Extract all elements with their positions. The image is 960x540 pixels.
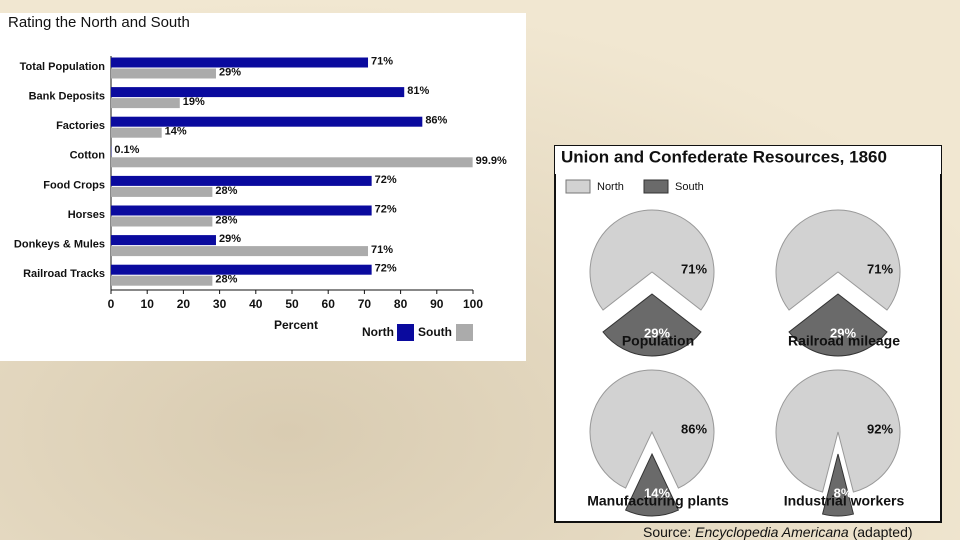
x-tick-label: 20 [177, 297, 191, 311]
value-label: 86% [681, 421, 707, 436]
legend-swatch [643, 179, 669, 194]
pie-slice [775, 209, 901, 311]
source-work: Encyclopedia Americana [695, 524, 849, 540]
value-label: 29% [830, 325, 856, 340]
x-tick-label: 40 [249, 297, 263, 311]
legend-swatch [565, 179, 591, 194]
bar [111, 264, 372, 275]
legend-swatch [456, 324, 473, 341]
pie-slice [624, 452, 680, 517]
category-label: Cotton [70, 150, 106, 162]
bar [111, 186, 213, 197]
value-label: 81% [407, 85, 429, 97]
value-label: 0.1% [114, 144, 139, 156]
bar [111, 246, 369, 257]
pie-slice [602, 293, 702, 357]
value-label: 28% [215, 185, 237, 197]
pie-label: Manufacturing plants [587, 493, 729, 509]
bar [111, 175, 372, 186]
bar [111, 68, 216, 79]
value-label: 29% [219, 233, 241, 245]
value-label: 71% [371, 244, 393, 256]
category-label: Railroad Tracks [23, 268, 105, 280]
value-label: 72% [375, 263, 397, 275]
pie-label: Railroad mileage [788, 333, 900, 349]
bar [111, 275, 213, 286]
pie-slice [589, 209, 715, 311]
category-label: Total Population [20, 61, 106, 73]
pie-title: Union and Confederate Resources, 1860 [561, 147, 887, 166]
value-label: 99.9% [476, 155, 507, 167]
pie-slice [589, 369, 715, 489]
value-label: 14% [165, 126, 187, 138]
pie-label: Population [622, 333, 694, 349]
category-label: Horses [68, 209, 105, 221]
value-label: 29% [644, 325, 670, 340]
pie-title-bar [555, 146, 941, 174]
bar [111, 57, 369, 68]
x-tick-label: 100 [463, 297, 483, 311]
source: Source: Encyclopedia Americana (adapted) [643, 524, 913, 540]
category-label: Donkeys & Mules [14, 239, 105, 251]
value-label: 8% [834, 485, 853, 500]
x-tick-label: 10 [141, 297, 155, 311]
value-label: 28% [215, 214, 237, 226]
pie-slice [821, 453, 855, 517]
bar [111, 157, 473, 168]
legend-swatch [397, 324, 414, 341]
legend-label: South [418, 325, 452, 339]
x-tick-label: 90 [430, 297, 444, 311]
value-label: 86% [425, 115, 447, 127]
category-label: Food Crops [43, 179, 105, 191]
value-label: 28% [215, 274, 237, 286]
legend-label: North [597, 181, 624, 193]
category-label: Bank Deposits [29, 91, 105, 103]
value-label: 19% [183, 96, 205, 108]
legend-label: South [675, 181, 704, 193]
x-axis-label: Percent [274, 318, 318, 332]
bar [111, 127, 162, 138]
category-label: Factories [56, 120, 105, 132]
x-tick-label: 70 [358, 297, 372, 311]
source-prefix: Source: [643, 524, 691, 540]
bar [111, 87, 405, 98]
value-label: 72% [375, 203, 397, 215]
pie-slice [775, 369, 901, 493]
bar [111, 116, 423, 127]
bar [111, 98, 180, 109]
value-label: 92% [867, 421, 893, 436]
x-tick-label: 50 [285, 297, 299, 311]
value-label: 72% [375, 174, 397, 186]
x-tick-label: 80 [394, 297, 408, 311]
x-tick-label: 30 [213, 297, 227, 311]
bar [111, 235, 216, 246]
legend-label: North [362, 325, 394, 339]
bar [111, 205, 372, 216]
source-note: (adapted) [853, 524, 913, 540]
bar-panel [0, 13, 526, 361]
value-label: 71% [371, 55, 393, 67]
bar-title: Rating the North and South [8, 14, 190, 31]
x-tick-label: 60 [322, 297, 336, 311]
pie-label: Industrial workers [784, 493, 905, 509]
bar [111, 216, 213, 227]
value-label: 29% [219, 66, 241, 78]
value-label: 71% [867, 261, 893, 276]
pie-slice [788, 293, 888, 357]
value-label: 71% [681, 261, 707, 276]
value-label: 14% [644, 485, 670, 500]
x-tick-label: 0 [108, 297, 115, 311]
